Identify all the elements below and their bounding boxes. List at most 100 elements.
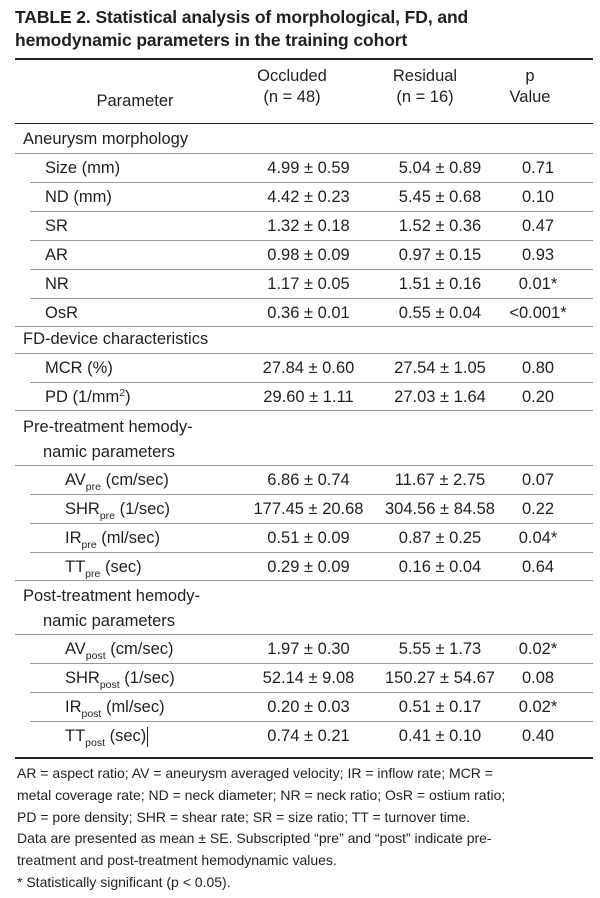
table-footnotes: AR = aspect ratio; AV = aneurysm average… [17,763,587,894]
row-label-subscript: pre [81,539,97,551]
row-label-base: AV [65,471,86,489]
residual-value: 1.51 ± 0.16 [398,275,482,293]
p-value: 0.08 [521,669,555,687]
occluded-value: 0.51 ± 0.09 [267,529,350,547]
residual-value: 0.55 ± 0.04 [398,304,482,322]
occluded-value: 1.97 ± 0.30 [267,640,350,658]
section-divider [15,353,593,354]
row-label-base: SHR [65,669,100,687]
p-value: 0.01* [518,275,558,293]
header-occluded-n: (n = 48) [263,88,321,106]
row-label-base: AV [65,640,86,658]
row-divider [30,552,593,553]
row-label-superscript: 2 [119,387,126,399]
table-row-pd: PD (1/mm2) 29.60 ± 1.11 27.03 ± 1.64 0.2… [15,383,593,412]
table-row-ar: AR 0.98 ± 0.09 0.97 ± 0.15 0.93 [15,241,593,270]
occluded-value: 6.86 ± 0.74 [267,471,350,489]
residual-value: 5.55 ± 1.73 [398,640,482,658]
row-label-subscript: pre [85,568,101,580]
row-label-unit: (cm/sec) [100,471,169,489]
occluded-value: 0.36 ± 0.01 [267,304,350,322]
row-label-unit: (cm/sec) [105,640,174,658]
table-row-shr-post: SHRpost (1/sec) 52.14 ± 9.08 150.27 ± 54… [15,664,593,693]
occluded-value: 1.17 ± 0.05 [267,275,350,293]
p-value: 0.04* [518,529,558,547]
table-row-av-post: AVpost (cm/sec) 1.97 ± 0.30 5.55 ± 1.73 … [15,635,593,664]
occluded-value: 0.29 ± 0.09 [267,558,350,576]
residual-value: 27.54 ± 1.05 [394,359,486,377]
occluded-value: 1.32 ± 0.18 [267,217,350,235]
text-cursor [147,726,149,747]
row-label-subscript: post [85,650,106,662]
row-divider [30,523,593,524]
row-label-subscript: pre [99,510,116,522]
residual-value: 0.41 ± 0.10 [398,727,482,745]
top-rule [15,58,593,60]
table-row-size: Size (mm) 4.99 ± 0.59 5.04 ± 0.89 0.71 [15,154,593,183]
occluded-value: 0.74 ± 0.21 [267,727,350,745]
header-residual-label: Residual [392,67,458,85]
header-p-label: p [525,67,535,85]
p-value: 0.02* [518,640,558,658]
row-divider [30,692,593,693]
p-value: 0.22 [521,500,555,518]
occluded-value: 0.98 ± 0.09 [267,246,350,264]
table-row-ir-post: IRpost (ml/sec) 0.20 ± 0.03 0.51 ± 0.17 … [15,693,593,722]
header-occluded: Occluded (n = 48) [222,66,362,108]
section-post-treatment: Post-treatment hemody- namic parameters [23,584,283,634]
row-label: MCR (%) [45,359,113,377]
row-label-subscript: pre [85,481,101,493]
occluded-value: 0.20 ± 0.03 [267,698,350,716]
row-label-unit: (1/sec) [119,669,175,687]
p-value: 0.47 [521,217,555,235]
section-pre-treatment-line-1: Pre-treatment hemody- [23,418,193,436]
residual-value: 27.03 ± 1.64 [394,388,486,406]
row-divider [30,494,593,495]
footnote-line: AR = aspect ratio; AV = aneurysm average… [17,765,493,781]
footnote-line: Data are presented as mean ± SE. Subscri… [17,830,492,847]
row-divider [30,182,593,183]
occluded-value: 27.84 ± 0.60 [262,359,355,377]
residual-value: 150.27 ± 54.67 [385,669,495,687]
p-value: 0.10 [521,188,555,206]
row-label: SR [45,217,68,235]
row-label-base: IR [65,698,82,716]
row-label: AVpost (cm/sec) [65,635,174,666]
row-divider [30,298,593,299]
row-label-unit: (sec) [105,727,147,745]
table-title: TABLE 2. Statistical analysis of morphol… [15,6,590,52]
row-label: TTpre (sec) [65,553,142,584]
row-label: SHRpre (1/sec) [65,495,170,526]
occluded-value: 29.60 ± 1.11 [263,388,354,406]
residual-value: 5.45 ± 0.68 [398,188,482,206]
residual-value: 304.56 ± 84.58 [385,500,495,518]
row-label-base: SHR [65,500,100,518]
footnote-line: treatment and post-treatment hemodynamic… [17,852,337,869]
residual-value: 5.04 ± 0.89 [398,159,482,177]
footnote-line: PD = pore density; SHR = shear rate; SR … [17,808,471,825]
row-label: Size (mm) [45,159,121,177]
header-residual-n: (n = 16) [396,88,454,106]
table-row-nd: ND (mm) 4.42 ± 0.23 5.45 ± 0.68 0.10 [15,183,593,212]
row-label: IRpre (ml/sec) [65,524,160,555]
residual-value: 0.97 ± 0.15 [398,246,482,264]
footnote-line: metal coverage rate; ND = neck diameter;… [17,786,506,803]
row-divider [30,269,593,270]
table-row-tt-pre: TTpre (sec) 0.29 ± 0.09 0.16 ± 0.04 0.64 [15,553,593,582]
row-label-end: ) [125,388,131,406]
header-p-value: p Value [495,66,565,108]
row-divider [30,663,593,664]
table-row-shr-pre: SHRpre (1/sec) 177.45 ± 20.68 304.56 ± 8… [15,495,593,524]
section-divider [15,465,593,466]
p-value: 0.02* [518,698,558,716]
p-value: 0.93 [521,246,555,264]
row-label-unit: (1/sec) [115,500,171,518]
row-label-base: TT [65,727,86,745]
residual-value: 0.87 ± 0.25 [398,529,482,547]
row-divider [30,240,593,241]
residual-value: 0.51 ± 0.17 [398,698,482,716]
p-value: 0.71 [521,159,555,177]
header-occluded-label: Occluded [257,67,327,85]
p-value: 0.20 [521,388,555,406]
